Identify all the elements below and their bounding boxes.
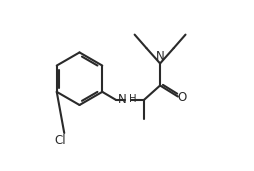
Text: Cl: Cl bbox=[54, 134, 66, 147]
Text: N: N bbox=[156, 50, 164, 63]
Text: O: O bbox=[177, 91, 186, 104]
Text: N: N bbox=[118, 93, 127, 106]
Text: H: H bbox=[129, 94, 136, 104]
